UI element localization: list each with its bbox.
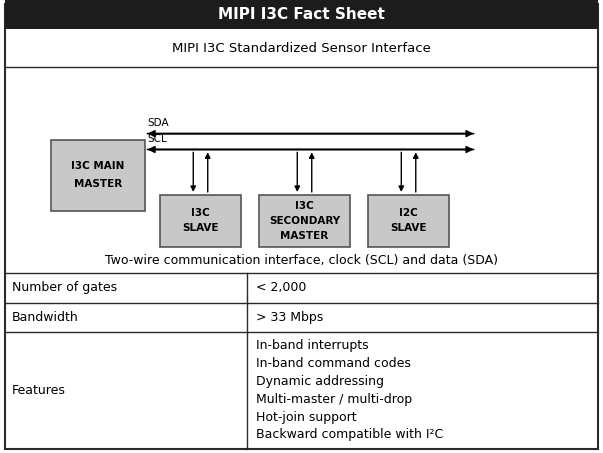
Text: Two-wire communication interface, clock (SCL) and data (SDA): Two-wire communication interface, clock … bbox=[105, 254, 498, 267]
Bar bbox=[51, 140, 145, 211]
Text: Backward compatible with I²C: Backward compatible with I²C bbox=[256, 429, 444, 442]
Text: SLAVE: SLAVE bbox=[390, 223, 427, 233]
Text: Features: Features bbox=[12, 384, 66, 397]
Text: I3C: I3C bbox=[191, 208, 210, 218]
Bar bbox=[5, 0, 598, 29]
Text: SCL: SCL bbox=[148, 134, 168, 144]
Text: SDA: SDA bbox=[148, 118, 169, 128]
Text: I3C: I3C bbox=[295, 201, 314, 211]
Text: MASTER: MASTER bbox=[74, 178, 122, 189]
Text: I2C: I2C bbox=[399, 208, 418, 218]
Text: Dynamic addressing: Dynamic addressing bbox=[256, 375, 384, 388]
Text: SLAVE: SLAVE bbox=[182, 223, 219, 233]
Text: Number of gates: Number of gates bbox=[12, 281, 117, 294]
Text: Bandwidth: Bandwidth bbox=[12, 311, 79, 324]
Text: Hot-join support: Hot-join support bbox=[256, 410, 357, 424]
Text: < 2,000: < 2,000 bbox=[256, 281, 307, 294]
Text: MIPI I3C Standardized Sensor Interface: MIPI I3C Standardized Sensor Interface bbox=[172, 42, 431, 55]
Bar bbox=[259, 195, 350, 247]
Text: MASTER: MASTER bbox=[280, 231, 329, 241]
Text: SECONDARY: SECONDARY bbox=[269, 216, 340, 226]
Text: In-band interrupts: In-band interrupts bbox=[256, 339, 369, 352]
Text: MIPI I3C Fact Sheet: MIPI I3C Fact Sheet bbox=[218, 7, 385, 22]
Text: I3C MAIN: I3C MAIN bbox=[71, 160, 125, 171]
Text: Multi-master / multi-drop: Multi-master / multi-drop bbox=[256, 393, 412, 406]
Text: In-band command codes: In-band command codes bbox=[256, 357, 411, 370]
Text: > 33 Mbps: > 33 Mbps bbox=[256, 311, 324, 324]
Bar bbox=[368, 195, 449, 247]
Bar bbox=[160, 195, 241, 247]
